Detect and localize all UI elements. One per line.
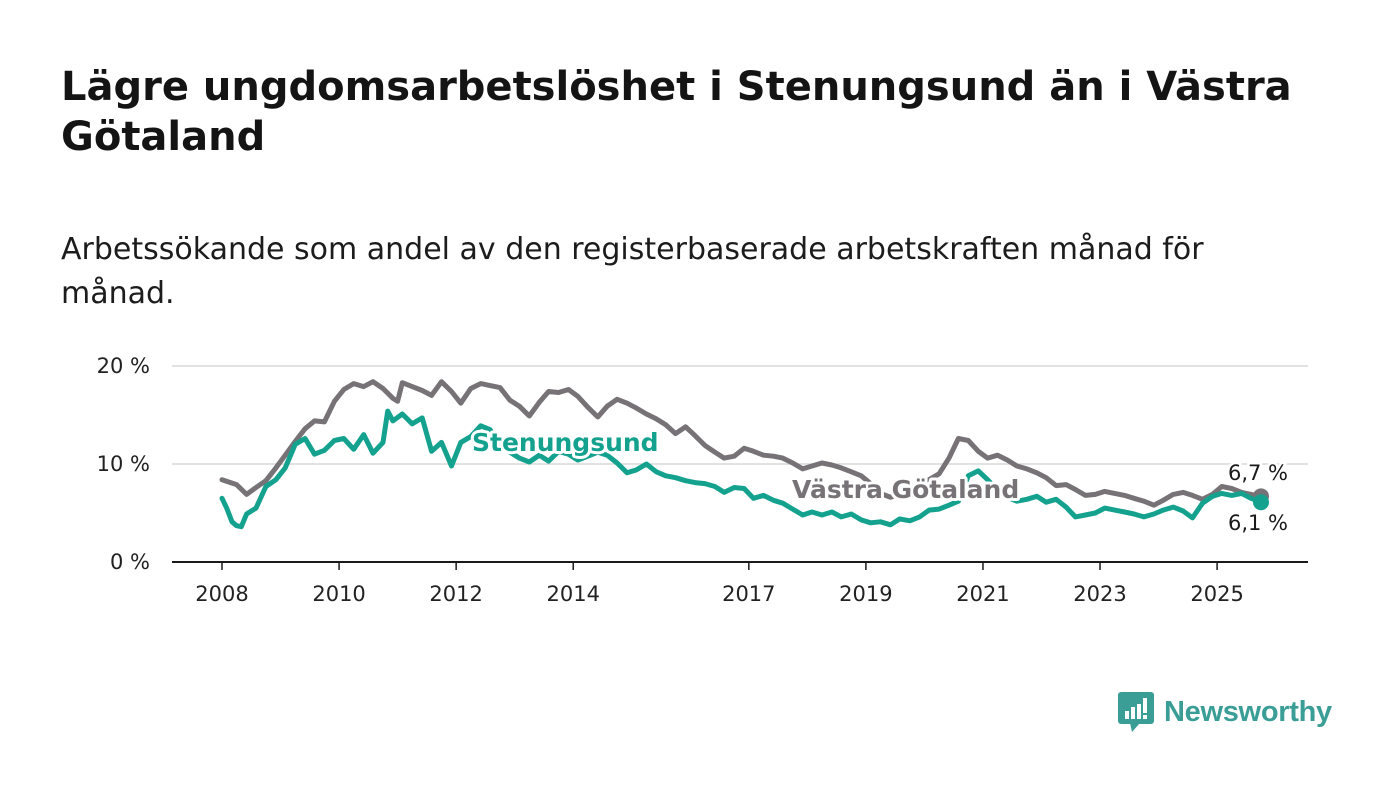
x-tick-label: 2017 <box>722 582 775 606</box>
chart-title: Lägre ungdomsarbetslöshet i Stenungsund … <box>61 64 1292 160</box>
end-value-label: 6,7 % <box>1228 461 1288 485</box>
x-tick-label: 2012 <box>429 582 482 606</box>
x-tick-label: 2008 <box>195 582 248 606</box>
axes: 0 % 10 % 20 % 2008 2010 2012 2014 2017 2019 2021 2… <box>97 354 1308 606</box>
series-line-vastra-gotaland <box>219 379 1264 508</box>
newsworthy-logo: Newsworthy <box>1118 690 1332 734</box>
brand-name: Newsworthy <box>1164 695 1332 728</box>
x-tick-label: 2021 <box>956 582 1009 606</box>
series-labels: Västra Götaland Stenungsund 6,7 % 6,1 % <box>469 425 1291 538</box>
y-tick-label: 10 % <box>97 452 150 476</box>
series-lines <box>219 379 1269 530</box>
x-tick-label: 2023 <box>1073 582 1126 606</box>
chart-subtitle: Arbetssökande som andel av den registerb… <box>61 232 1204 311</box>
end-value-label: 6,1 % <box>1228 511 1288 535</box>
series-name-label: Stenungsund <box>472 428 659 457</box>
gridlines <box>172 365 1308 465</box>
x-tick-label: 2019 <box>839 582 892 606</box>
x-tick-label: 2010 <box>312 582 365 606</box>
x-tick-label: 2014 <box>546 582 599 606</box>
y-tick-label: 20 % <box>97 354 150 378</box>
newsworthy-logo-icon <box>1118 692 1154 732</box>
series-line-stenungsund <box>219 408 1264 530</box>
y-tick-label: 0 % <box>110 550 150 574</box>
series-name-label: Västra Götaland <box>792 475 1019 504</box>
end-point-marker <box>1253 494 1269 511</box>
x-tick-label: 2025 <box>1190 582 1243 606</box>
